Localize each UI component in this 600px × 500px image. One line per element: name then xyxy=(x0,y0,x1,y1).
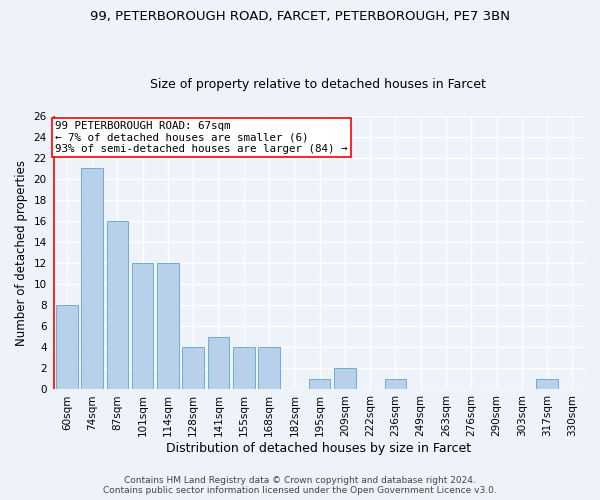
Bar xyxy=(259,348,280,390)
Text: 99, PETERBOROUGH ROAD, FARCET, PETERBOROUGH, PE7 3BN: 99, PETERBOROUGH ROAD, FARCET, PETERBORO… xyxy=(90,10,510,23)
Text: Contains HM Land Registry data © Crown copyright and database right 2024.
Contai: Contains HM Land Registry data © Crown c… xyxy=(103,476,497,495)
X-axis label: Distribution of detached houses by size in Farcet: Distribution of detached houses by size … xyxy=(166,442,471,455)
Y-axis label: Number of detached properties: Number of detached properties xyxy=(15,160,28,346)
Bar xyxy=(82,168,103,390)
Bar xyxy=(182,348,204,390)
Bar xyxy=(536,379,558,390)
Bar xyxy=(132,263,154,390)
Text: 99 PETERBOROUGH ROAD: 67sqm
← 7% of detached houses are smaller (6)
93% of semi-: 99 PETERBOROUGH ROAD: 67sqm ← 7% of deta… xyxy=(55,121,348,154)
Bar xyxy=(208,337,229,390)
Bar xyxy=(309,379,331,390)
Bar xyxy=(56,305,77,390)
Title: Size of property relative to detached houses in Farcet: Size of property relative to detached ho… xyxy=(151,78,486,91)
Bar xyxy=(107,221,128,390)
Bar xyxy=(233,348,254,390)
Bar xyxy=(334,368,356,390)
Bar xyxy=(157,263,179,390)
Bar xyxy=(385,379,406,390)
